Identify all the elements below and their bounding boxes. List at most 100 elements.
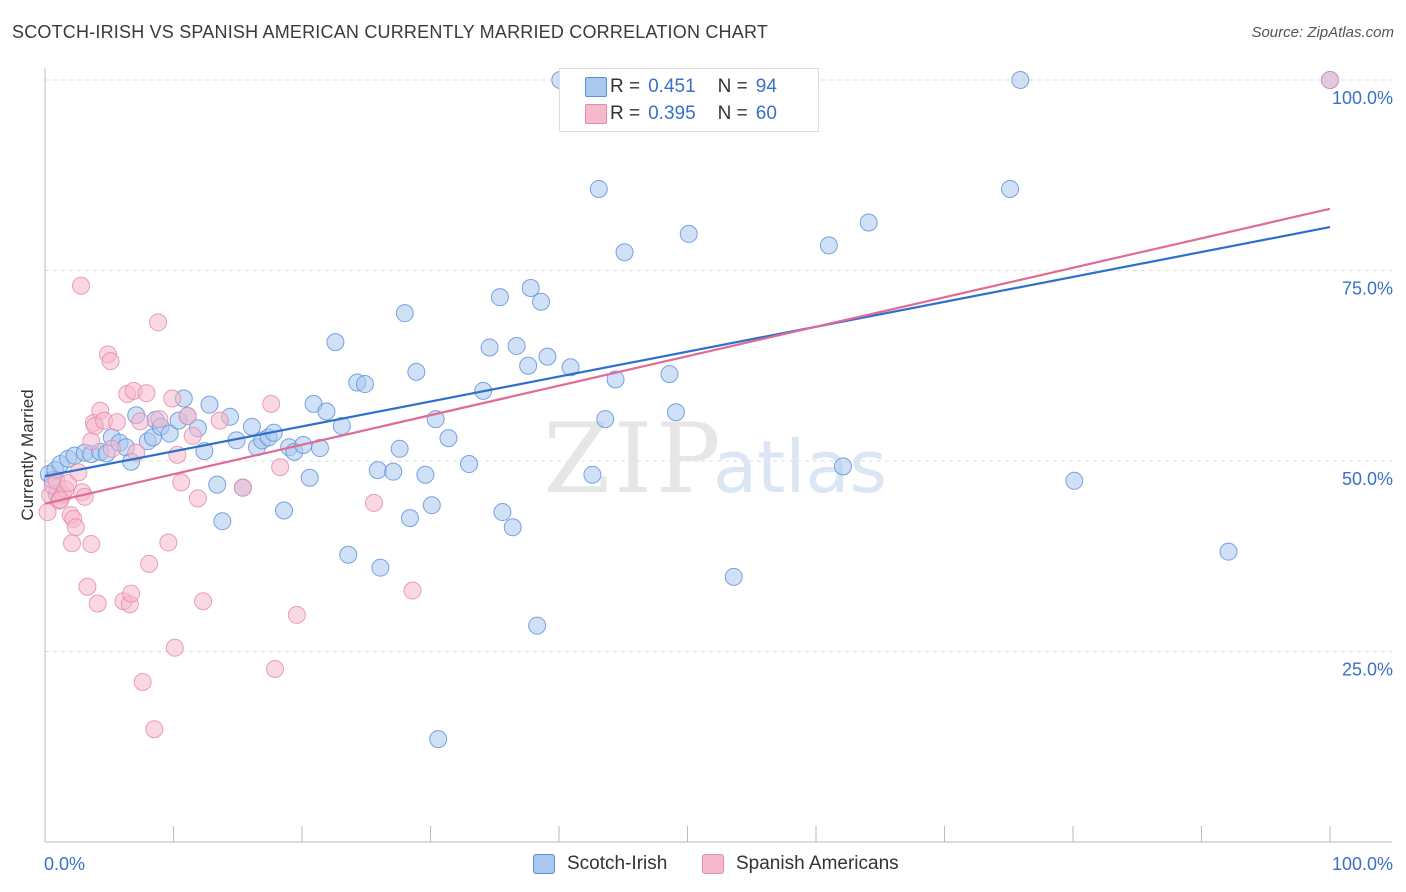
point-scotch-irish — [480, 338, 499, 357]
legend-swatch-blue — [585, 77, 607, 97]
point-scotch-irish — [300, 468, 319, 487]
point-scotch-irish — [532, 292, 551, 311]
series-legend-spanish-americans[interactable]: Spanish Americans — [702, 853, 899, 875]
point-scotch-irish — [208, 475, 227, 494]
point-scotch-irish — [407, 362, 426, 381]
point-scotch-irish — [422, 496, 441, 515]
point-spanish-americans — [183, 426, 202, 445]
point-spanish-americans — [88, 594, 107, 613]
y-tick-label: 25.0% — [1342, 660, 1393, 680]
point-scotch-irish — [384, 462, 403, 481]
point-spanish-americans — [66, 518, 85, 537]
point-scotch-irish — [213, 512, 232, 531]
trendline-spanish-americans — [44, 207, 1331, 505]
point-scotch-irish — [859, 213, 878, 232]
point-scotch-irish — [519, 356, 538, 375]
grid-layer — [45, 79, 1392, 652]
series-swatch-blue — [533, 854, 555, 874]
point-spanish-americans — [149, 313, 168, 332]
series-legend: Scotch-Irish Spanish Americans — [0, 853, 1406, 877]
point-spanish-americans — [137, 384, 156, 403]
point-scotch-irish — [1011, 71, 1030, 89]
point-spanish-americans — [71, 276, 90, 295]
point-spanish-americans — [188, 489, 207, 508]
point-spanish-americans — [1321, 71, 1339, 89]
point-scotch-irish — [561, 358, 580, 377]
point-spanish-americans — [266, 660, 285, 679]
watermark-atlas: atlas — [713, 425, 887, 509]
point-scotch-irish — [355, 375, 374, 394]
point-scotch-irish — [275, 501, 294, 520]
point-scotch-irish — [460, 455, 479, 474]
legend-r-label: R = — [610, 103, 641, 124]
series-legend-scotch-irish[interactable]: Scotch-Irish — [533, 853, 667, 875]
point-spanish-americans — [172, 473, 191, 492]
point-scotch-irish — [429, 730, 448, 749]
trend-layer — [44, 207, 1331, 505]
point-spanish-americans — [403, 581, 422, 600]
legend-n-value: 94 — [755, 76, 777, 97]
point-spanish-americans — [178, 407, 197, 426]
point-spanish-americans — [107, 413, 126, 432]
point-spanish-americans — [262, 394, 281, 413]
legend-row-scotch-irish: R = 0.451 N = 94 — [585, 76, 777, 98]
point-scotch-irish — [724, 567, 743, 586]
point-spanish-americans — [364, 493, 383, 512]
point-scotch-irish — [679, 224, 698, 243]
point-scotch-irish — [1001, 179, 1020, 198]
point-spanish-americans — [163, 389, 182, 408]
y-tick-label: 50.0% — [1342, 469, 1393, 489]
point-spanish-americans — [233, 478, 252, 497]
point-spanish-americans — [131, 412, 150, 431]
point-scotch-irish — [538, 347, 557, 366]
x-tick-label: 100.0% — [1332, 854, 1393, 874]
chart-source: Source: ZipAtlas.com — [1251, 24, 1394, 41]
y-axis-label: Currently Married — [18, 389, 37, 521]
point-scotch-irish — [606, 370, 625, 389]
point-spanish-americans — [271, 458, 290, 477]
point-spanish-americans — [102, 439, 121, 458]
point-scotch-irish — [368, 461, 387, 480]
point-spanish-americans — [194, 592, 213, 611]
point-spanish-americans — [133, 672, 152, 691]
watermark: ZIP atlas — [543, 403, 887, 515]
x-tick-label: 0.0% — [44, 854, 85, 874]
point-spanish-americans — [150, 410, 169, 429]
point-scotch-irish — [615, 243, 634, 262]
point-scotch-irish — [339, 545, 358, 564]
point-scotch-irish — [833, 457, 852, 476]
point-scotch-irish — [583, 465, 602, 484]
series-name-spanish-americans: Spanish Americans — [736, 853, 899, 874]
point-scotch-irish — [160, 424, 179, 443]
point-scotch-irish — [400, 509, 419, 528]
point-spanish-americans — [122, 584, 141, 603]
point-spanish-americans — [69, 463, 88, 482]
point-scotch-irish — [666, 403, 685, 422]
point-scotch-irish — [371, 558, 390, 577]
series-swatch-pink — [702, 854, 724, 874]
legend-r-label: R = — [610, 76, 641, 97]
point-scotch-irish — [596, 410, 615, 429]
axis-layer — [44, 68, 1392, 843]
point-spanish-americans — [62, 534, 81, 553]
correlation-legend: R = 0.451 N = 94 R = 0.395 N = 60 — [559, 68, 819, 132]
tick-labels: 25.0% 50.0% 75.0% 100.0% 0.0% 100.0% — [44, 88, 1393, 874]
legend-r-value: 0.395 — [648, 103, 696, 124]
legend-n-value: 60 — [755, 103, 777, 124]
point-scotch-irish — [1219, 542, 1238, 561]
point-scotch-irish — [326, 333, 345, 352]
point-scotch-irish — [1065, 471, 1084, 490]
point-scotch-irish — [521, 279, 540, 298]
y-tick-label: 100.0% — [1332, 88, 1393, 108]
point-spanish-americans — [159, 533, 178, 552]
point-spanish-americans — [82, 535, 101, 554]
point-spanish-americans — [165, 638, 184, 657]
point-scotch-irish — [200, 395, 219, 414]
legend-r-value: 0.451 — [648, 76, 696, 97]
point-scotch-irish — [490, 288, 509, 307]
chart-title: SCOTCH-IRISH VS SPANISH AMERICAN CURRENT… — [12, 22, 769, 42]
point-scotch-irish — [439, 429, 458, 448]
legend-n-label: N = — [717, 76, 748, 97]
series-name-scotch-irish: Scotch-Irish — [567, 853, 668, 874]
